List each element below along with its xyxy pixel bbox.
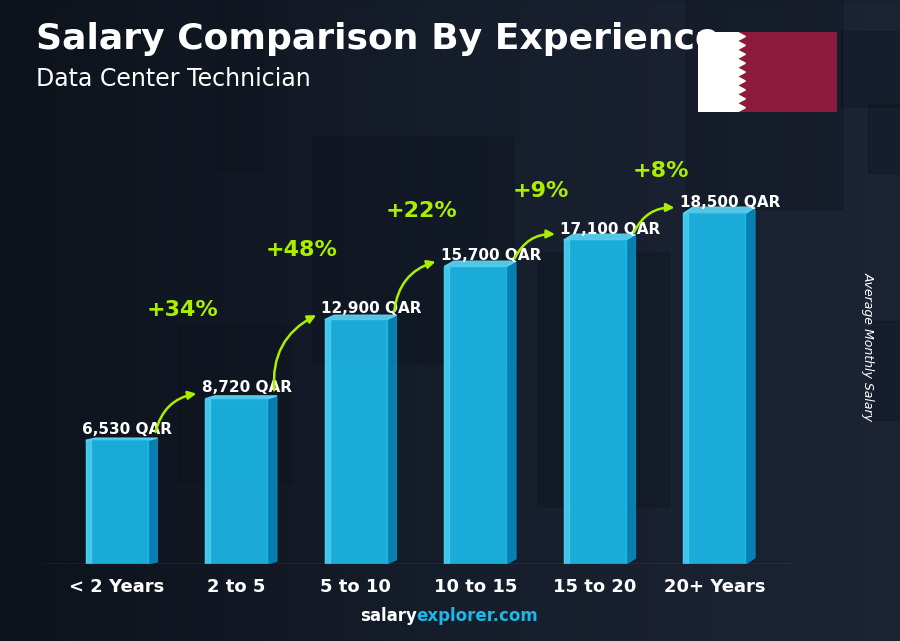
Polygon shape [267,396,277,564]
FancyBboxPatch shape [695,30,840,114]
Bar [563,240,625,564]
Bar [166,157,350,326]
Bar [445,267,507,564]
Bar [662,35,792,233]
Text: +48%: +48% [266,240,338,260]
Polygon shape [626,234,635,564]
Text: 15,700 QAR: 15,700 QAR [441,248,541,263]
Text: 8,720 QAR: 8,720 QAR [202,380,292,395]
Bar [645,329,732,374]
Text: +34%: +34% [147,300,219,320]
Bar [86,440,91,564]
Bar [29,64,119,240]
Bar [325,320,329,564]
Text: +8%: +8% [633,161,688,181]
Bar [325,320,387,564]
Polygon shape [86,438,158,440]
Polygon shape [325,315,396,320]
Bar [205,399,267,564]
Polygon shape [148,438,157,564]
Polygon shape [387,315,396,564]
Text: 17,100 QAR: 17,100 QAR [560,222,661,237]
Text: Average Monthly Salary: Average Monthly Salary [862,272,875,420]
Bar [683,213,688,564]
Bar [563,240,569,564]
Bar [206,0,273,83]
Polygon shape [683,207,755,213]
Polygon shape [745,207,755,564]
Bar [581,283,737,434]
Text: 12,900 QAR: 12,900 QAR [321,301,421,316]
Polygon shape [698,32,745,112]
Bar [463,49,682,210]
Bar [86,440,148,564]
Polygon shape [563,234,635,240]
Polygon shape [507,261,516,564]
Bar [445,267,449,564]
Text: +9%: +9% [513,181,569,201]
Text: explorer.com: explorer.com [417,607,538,625]
Bar [140,216,265,270]
Text: Salary Comparison By Experience: Salary Comparison By Experience [36,22,719,56]
Polygon shape [445,261,516,267]
Bar [205,399,210,564]
Bar [683,213,745,564]
Text: +22%: +22% [385,201,457,221]
Text: 6,530 QAR: 6,530 QAR [82,422,172,437]
Text: Data Center Technician: Data Center Technician [36,67,310,91]
Text: salary: salary [360,607,417,625]
Polygon shape [205,396,277,399]
Text: 18,500 QAR: 18,500 QAR [680,195,780,210]
